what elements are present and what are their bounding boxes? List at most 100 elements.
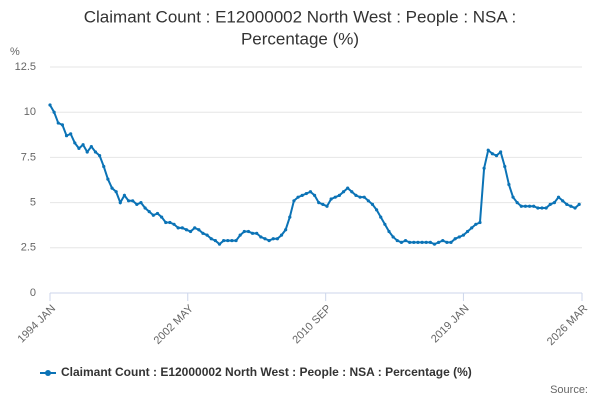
- point: [544, 206, 548, 210]
- point: [507, 182, 511, 187]
- point: [437, 240, 441, 244]
- point: [362, 195, 366, 199]
- point: [350, 190, 354, 194]
- x-tick-label: 2010 SEP: [290, 303, 334, 347]
- y-tick-label: 5: [30, 197, 36, 209]
- point: [515, 201, 519, 205]
- point: [577, 202, 581, 207]
- point: [337, 193, 342, 197]
- point: [300, 193, 304, 197]
- point: [308, 190, 313, 194]
- point: [552, 201, 556, 205]
- line: [49, 104, 580, 246]
- point: [73, 141, 77, 145]
- point: [474, 222, 478, 226]
- point: [465, 229, 470, 234]
- point: [532, 204, 536, 208]
- point: [193, 226, 197, 230]
- point: [412, 240, 416, 244]
- point: [478, 220, 482, 225]
- point: [143, 206, 147, 210]
- y-tick-label: 0: [30, 287, 36, 299]
- point: [284, 228, 288, 232]
- point: [205, 233, 209, 237]
- point: [238, 233, 242, 237]
- point: [60, 123, 65, 127]
- point: [213, 238, 217, 243]
- point: [317, 201, 321, 205]
- point: [64, 134, 69, 138]
- legend-label: Claimant Count : E12000002 North West : …: [61, 365, 472, 379]
- point: [292, 199, 296, 203]
- point: [432, 242, 437, 246]
- point: [279, 233, 284, 237]
- point: [391, 235, 395, 239]
- point: [548, 202, 552, 207]
- point: [366, 199, 370, 203]
- point: [81, 143, 85, 147]
- point: [499, 150, 503, 154]
- point: [358, 195, 362, 199]
- point: [69, 132, 73, 136]
- point: [250, 231, 255, 235]
- point: [160, 215, 164, 219]
- point: [188, 229, 193, 234]
- point: [131, 199, 135, 203]
- point: [321, 202, 325, 207]
- point: [346, 186, 350, 190]
- point: [494, 153, 499, 158]
- point: [428, 240, 432, 244]
- point: [110, 186, 114, 190]
- chart-title: Percentage (%): [241, 29, 359, 48]
- point: [296, 195, 300, 199]
- point: [259, 235, 263, 239]
- point: [155, 211, 160, 216]
- point: [172, 222, 176, 226]
- chart-title: Claimant Count : E12000002 North West : …: [84, 7, 516, 26]
- point: [176, 226, 180, 230]
- point: [209, 237, 213, 241]
- point: [408, 240, 412, 244]
- point: [114, 190, 118, 194]
- point: [180, 226, 184, 230]
- point: [375, 208, 379, 212]
- point: [184, 228, 189, 232]
- point: [48, 103, 52, 107]
- point: [201, 231, 205, 235]
- y-tick-label: 12.5: [15, 61, 36, 73]
- point: [102, 164, 106, 169]
- x-tick-label: 2026 MAR: [545, 303, 590, 348]
- x-tick-label: 2019 JAN: [429, 303, 472, 346]
- point: [242, 229, 246, 234]
- point: [147, 210, 151, 214]
- point: [234, 238, 238, 243]
- point: [565, 202, 569, 207]
- point: [556, 195, 561, 199]
- y-tick-label: 2.5: [21, 242, 36, 254]
- point: [441, 238, 445, 243]
- point: [403, 238, 408, 243]
- point: [52, 110, 56, 114]
- point: [569, 204, 573, 208]
- point: [56, 121, 60, 125]
- y-tick-label: 7.5: [21, 151, 36, 163]
- point: [304, 191, 308, 196]
- x-tick-label: 2002 MAY: [152, 302, 197, 347]
- point: [457, 235, 461, 239]
- point: [118, 201, 122, 205]
- point: [490, 152, 494, 156]
- y-tick-label: 10: [24, 106, 36, 118]
- point: [449, 240, 453, 244]
- point: [420, 240, 424, 244]
- point: [370, 202, 375, 207]
- point: [271, 237, 275, 241]
- point: [395, 238, 399, 243]
- point: [77, 146, 81, 150]
- point: [230, 238, 234, 243]
- point: [263, 237, 267, 241]
- point: [540, 206, 544, 210]
- point: [85, 150, 89, 154]
- point: [453, 237, 457, 241]
- point: [341, 190, 346, 194]
- point: [222, 238, 226, 243]
